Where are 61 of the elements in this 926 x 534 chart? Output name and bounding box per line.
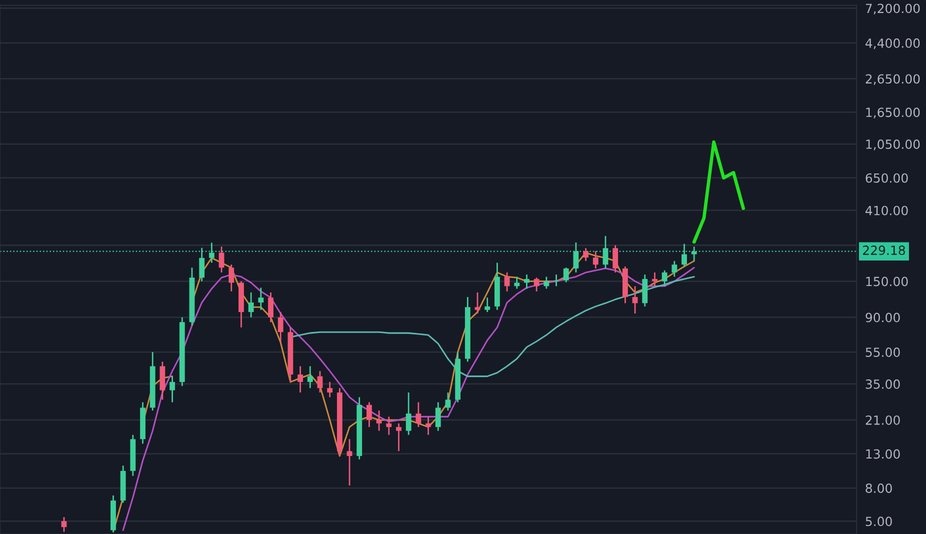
candlestick [691,246,697,262]
y-tick-label: 21.00 [866,415,900,425]
candlestick [258,286,264,311]
y-tick-label: 55.00 [866,348,900,357]
candlestick [554,274,559,287]
candlestick [317,370,323,394]
candlestick [583,247,589,262]
candlestick [327,381,333,398]
candlestick [426,416,431,436]
candlestick [632,285,638,314]
candlestick [208,242,214,264]
candlestick [682,243,687,268]
candlestick [386,416,392,436]
y-tick-label: 2,650.00 [866,74,920,85]
y-tick-label: 13.00 [866,449,900,459]
line-series [692,140,745,244]
candlestick [170,376,175,403]
candlestick [268,292,274,323]
candlestick [514,276,520,290]
candlestick [474,292,480,314]
candlestick [445,392,451,412]
ref-line-label: 229.18 [863,246,905,256]
y-tick-label: 35.00 [866,379,900,389]
candlestick [346,438,352,486]
candlestick [307,366,313,389]
candlestick [366,402,372,428]
candlestick [278,311,284,344]
candlestick [199,247,205,282]
candlestick [484,296,490,313]
candlestick [672,260,678,278]
candlestick [396,422,402,452]
y-tick-label: 1,650.00 [866,108,920,118]
y-tick-label: 410.00 [865,206,908,216]
candlestick [218,246,224,274]
y-tick-label: 650.00 [866,173,908,183]
candlestick [662,270,668,287]
candlestick [544,276,550,290]
y-tick-label: 8.00 [866,484,892,493]
candlestick [612,244,618,274]
candlestick [248,292,254,318]
y-tick-label: 5.00 [866,516,892,526]
y-tick-label: 150.00 [866,276,908,286]
candlestick [376,410,382,432]
y-tick-label: 90.00 [866,312,900,322]
candlestick [298,366,303,394]
candlestick [435,402,441,432]
candlestick [61,516,67,533]
candlestick [563,266,569,283]
candlestick [592,250,598,270]
y-tick-label: 1,050.00 [866,139,920,150]
candlestick [534,276,540,292]
candlestick [416,402,422,428]
y-tick-label: 7,200.00 [866,4,920,14]
candlestick [573,242,579,274]
candlestick [524,274,530,290]
candlestick [602,235,608,270]
candlestick [406,392,412,436]
candlestick [228,264,234,292]
candlestick [652,272,658,287]
y-tick-label: 4,400.00 [865,38,920,50]
candlestick [504,272,510,292]
